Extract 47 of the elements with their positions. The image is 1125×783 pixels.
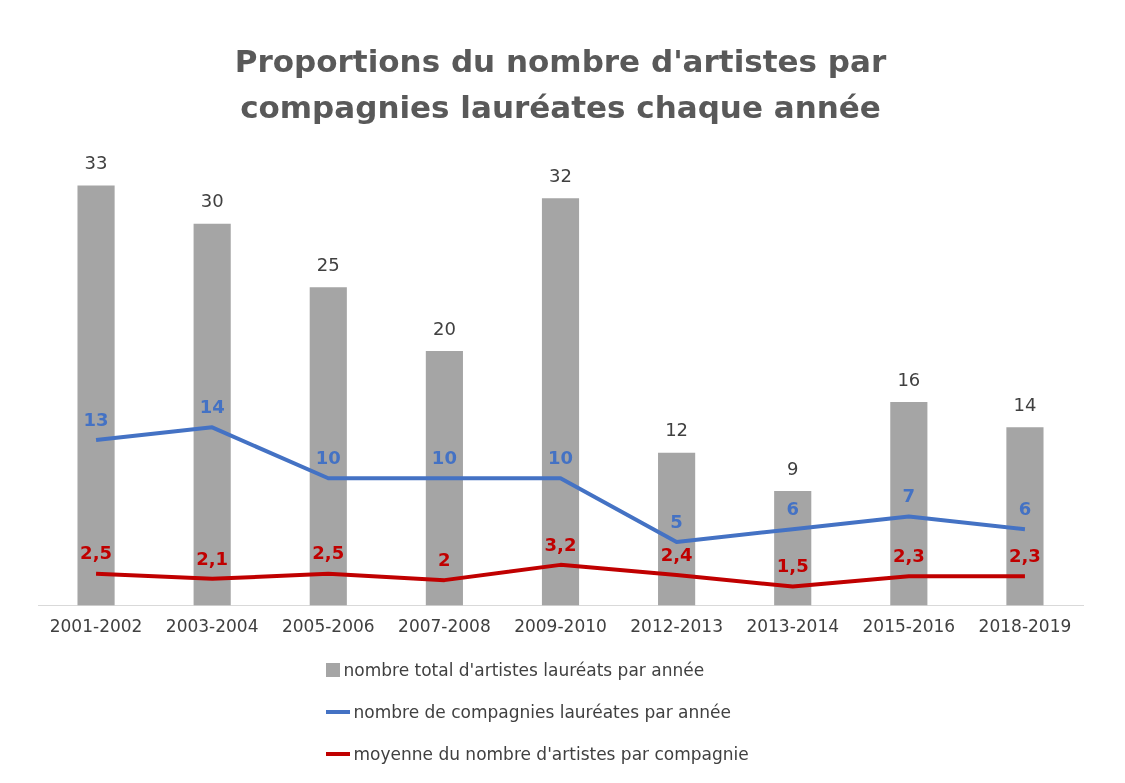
legend-label: nombre total d'artistes lauréats par année <box>343 660 705 680</box>
bar <box>193 223 231 606</box>
data-label: 33 <box>84 152 108 174</box>
x-tick-label: 2007-2008 <box>398 616 491 637</box>
bar <box>890 401 928 606</box>
x-tick-label: 2003-2004 <box>165 616 259 637</box>
data-label: 2,4 <box>660 543 693 565</box>
data-label: 6 <box>786 497 799 519</box>
x-tick-label: 2018-2019 <box>978 616 1072 637</box>
data-label: 30 <box>200 190 224 212</box>
data-label: 32 <box>549 164 572 186</box>
data-label: 25 <box>316 253 340 275</box>
x-tick-label: 2005-2006 <box>281 616 375 637</box>
data-label: 2,3 <box>892 544 925 566</box>
bar <box>77 185 115 606</box>
data-label: 12 <box>665 419 689 441</box>
bar <box>425 350 463 606</box>
chart-title: Proportions du nombre d'artistes par compagnies lauréates chaque année <box>233 42 888 127</box>
data-label: 2 <box>438 548 451 570</box>
data-label: 16 <box>897 368 921 390</box>
x-tick-label: 2012-2013 <box>630 616 723 637</box>
legend-label: nombre de compagnies lauréates par année <box>353 702 731 722</box>
x-tick-label: 2015-2016 <box>862 616 956 637</box>
bar <box>541 198 580 606</box>
x-tick-label: 2013-2014 <box>746 616 840 637</box>
data-label: 13 <box>83 408 109 430</box>
data-label: 9 <box>787 457 799 479</box>
data-label: 14 <box>199 396 225 418</box>
data-label: 2,3 <box>1009 544 1041 566</box>
data-label: 5 <box>670 510 683 532</box>
x-tick-label: 2001-2002 <box>49 616 143 637</box>
data-label: 2,5 <box>80 542 112 564</box>
data-label: 10 <box>431 446 457 468</box>
bar <box>309 287 347 606</box>
x-tick-label: 2009-2010 <box>514 616 607 637</box>
data-label: 1,5 <box>776 555 809 577</box>
bar <box>1006 427 1044 606</box>
data-label: 6 <box>1018 497 1032 519</box>
data-label: 20 <box>432 317 456 339</box>
data-label: 3,2 <box>544 533 577 555</box>
data-label: 10 <box>547 446 574 468</box>
data-label: 7 <box>902 485 916 507</box>
data-label: 10 <box>315 446 341 468</box>
data-label: 2,5 <box>312 542 345 564</box>
legend-label: moyenne du nombre d'artistes par compagnie <box>353 744 749 764</box>
data-label: 2,1 <box>196 547 229 569</box>
data-label: 14 <box>1013 394 1037 416</box>
